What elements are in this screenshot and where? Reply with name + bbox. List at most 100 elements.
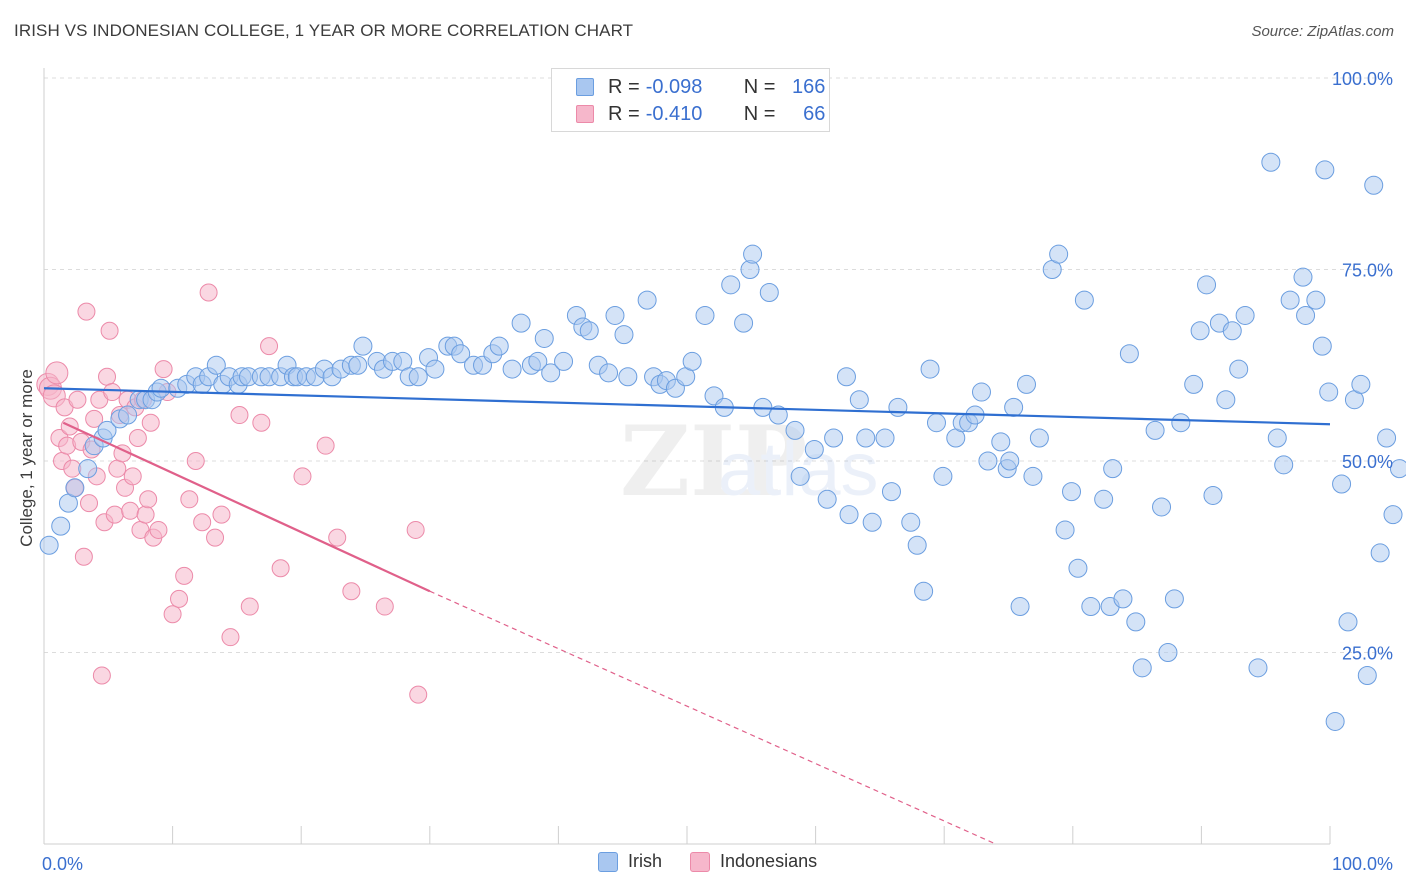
indonesians-trend-extension <box>429 590 996 845</box>
indonesians-point <box>100 321 119 340</box>
indonesians-point <box>260 337 279 356</box>
irish-point <box>1370 543 1390 563</box>
watermark: ZIP atlas <box>620 405 879 518</box>
irish-point <box>534 328 554 348</box>
series-legend: Irish Indonesians <box>598 851 845 872</box>
irish-point <box>907 535 927 555</box>
irish-point <box>1132 658 1152 678</box>
indonesians-point <box>271 559 290 578</box>
y-tick-label: 50.0% <box>1342 452 1393 472</box>
indonesians-point <box>221 628 240 647</box>
legend-r-label: R = <box>608 102 640 125</box>
irish-point <box>348 355 368 375</box>
irish-point <box>1216 390 1236 410</box>
irish-point <box>926 413 946 433</box>
y-tick-label: 75.0% <box>1342 261 1393 281</box>
irish-point <box>1062 482 1082 502</box>
irish-point <box>768 405 788 425</box>
irish-point <box>978 451 998 471</box>
indonesians-point <box>85 409 104 428</box>
irish-point <box>862 512 882 532</box>
irish-point <box>1357 665 1377 685</box>
indonesians-point <box>139 490 158 509</box>
irish-point <box>856 428 876 448</box>
irish-point <box>1312 336 1332 356</box>
irish-point <box>1190 321 1210 341</box>
indonesians-point <box>123 467 142 486</box>
legend-r-label: R = <box>608 75 640 98</box>
irish-point <box>1293 267 1313 287</box>
irish-point <box>1389 459 1406 479</box>
indonesians-point <box>136 505 155 524</box>
series-legend-irish[interactable]: Irish <box>598 851 662 872</box>
irish-point <box>78 459 98 479</box>
irish-point <box>1274 455 1294 475</box>
irish-point <box>839 505 859 525</box>
indonesians-point <box>68 390 87 409</box>
irish-point <box>901 512 921 532</box>
irish-point <box>1377 428 1397 448</box>
irish-point <box>1158 643 1178 662</box>
irish-point <box>579 321 599 341</box>
irish-point <box>1145 420 1165 440</box>
irish-point <box>1074 290 1094 310</box>
indonesians-point <box>199 283 218 302</box>
irish-point <box>502 359 522 379</box>
irish-point <box>1113 589 1133 609</box>
legend-swatch-indonesians <box>690 851 711 872</box>
irish-point <box>1049 244 1069 264</box>
indonesians-point <box>406 520 425 539</box>
indonesians-point <box>141 413 160 432</box>
irish-point <box>875 428 895 448</box>
irish-point <box>1081 597 1101 617</box>
legend-n-value: 166 <box>792 75 826 98</box>
indonesians-point <box>108 459 127 478</box>
irish-point <box>836 367 856 387</box>
irish-point <box>1306 290 1326 310</box>
indonesians-point <box>293 467 312 486</box>
indonesians-point <box>342 582 361 601</box>
chart-source: Source: ZipAtlas.com <box>1251 23 1394 40</box>
irish-point <box>489 336 509 356</box>
y-tick-label: 100.0% <box>1332 69 1393 89</box>
irish-point <box>1222 321 1242 341</box>
irish-point <box>1325 711 1345 731</box>
irish-point <box>971 382 991 402</box>
legend-row-indonesians: R = -0.410 N = 66 <box>552 100 825 128</box>
irish-point <box>1017 374 1037 394</box>
series-legend-label: Irish <box>628 851 663 871</box>
legend-n-value: 66 <box>803 102 826 125</box>
legend-swatch-indonesians <box>576 105 594 123</box>
irish-point <box>1203 485 1223 505</box>
axis-layer <box>43 68 1331 845</box>
indonesians-point <box>77 302 96 321</box>
irish-point <box>1023 466 1043 486</box>
irish-point <box>206 355 226 375</box>
irish-point <box>614 325 634 345</box>
indonesians-point <box>240 597 259 616</box>
irish-point <box>991 432 1011 452</box>
irish-point <box>734 313 754 333</box>
irish-point <box>785 420 805 440</box>
indonesians-point <box>105 505 124 524</box>
irish-point <box>51 516 71 536</box>
y-tick-label: 25.0% <box>1342 644 1393 664</box>
series-legend-indonesians[interactable]: Indonesians <box>690 851 817 872</box>
irish-point <box>1248 658 1268 678</box>
irish-point <box>933 466 953 486</box>
irish-point <box>1383 505 1403 525</box>
irish-point <box>721 275 741 295</box>
indonesians-point <box>170 589 189 608</box>
indonesians-point <box>328 528 347 547</box>
irish-point <box>817 489 837 509</box>
indonesians-point <box>316 436 335 455</box>
indonesians-trend-line <box>62 421 431 593</box>
irish-point <box>1319 382 1339 402</box>
irish-point <box>97 420 117 440</box>
indonesians-point <box>163 605 182 624</box>
indonesians-point <box>206 528 225 547</box>
irish-point <box>605 305 625 325</box>
indonesians-point <box>45 361 69 385</box>
irish-point <box>759 282 779 302</box>
legend-n-label: N = <box>743 102 776 125</box>
